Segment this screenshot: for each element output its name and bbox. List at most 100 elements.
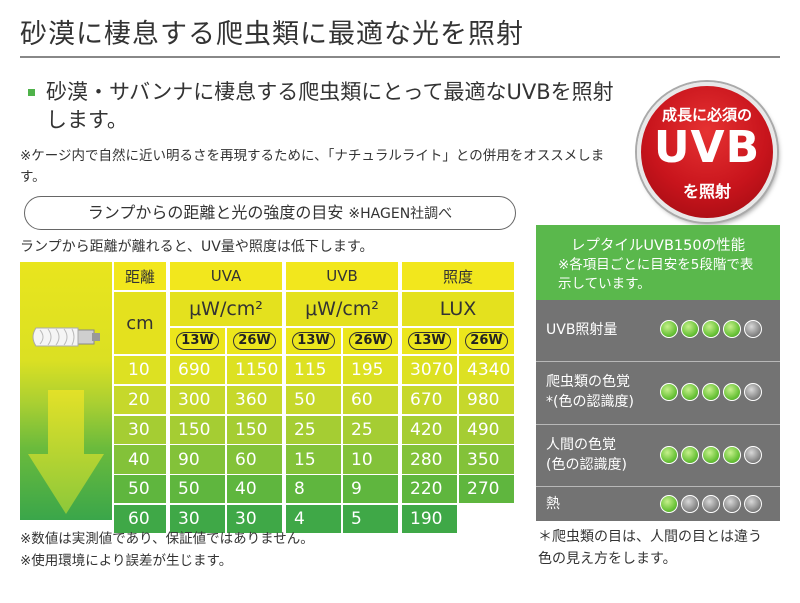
table-cell: 5	[343, 505, 398, 534]
rating-dot-filled-icon	[702, 446, 720, 464]
panel-row-divider	[536, 486, 780, 487]
wattage-label: 13W	[408, 332, 451, 350]
rating-dot-empty-icon	[681, 495, 699, 513]
wattage-header: 26W	[227, 328, 282, 354]
section-heading-text: ランプからの距離と光の強度の目安	[87, 203, 344, 222]
performance-panel: レプタイルUVB150の性能 ※各項目ごとに目安を5段階で表示しています。 UV…	[536, 225, 780, 521]
panel-note-line1: ＊爬虫類の目は、人間の目とは違う	[538, 529, 762, 545]
footnote-2: ※使用環境により誤差が生じます。	[20, 553, 233, 569]
rating-dot-empty-icon	[744, 383, 762, 401]
wattage-label: 13W	[176, 332, 219, 350]
table-cell: 360	[227, 385, 282, 415]
rating-dot-empty-icon	[744, 495, 762, 513]
table-cell: 25	[286, 415, 341, 444]
table-cell: 190	[402, 505, 457, 534]
uvb-badge: 成長に必須の UVB を照射	[637, 82, 777, 222]
rating-dot-empty-icon	[744, 320, 762, 338]
wattage-header: 13W	[402, 328, 457, 354]
table-cell: 670	[402, 385, 457, 415]
rating-dot-filled-icon	[660, 383, 678, 401]
table-cell: 150	[170, 415, 225, 444]
table-cell: 3070	[402, 356, 457, 385]
panel-row-divider	[536, 424, 780, 425]
distance-header: 距離	[114, 262, 166, 290]
badge-line3: を照射	[682, 182, 731, 201]
performance-label: 人間の色覚 (色の認識度)	[546, 435, 627, 475]
distance-value: 10	[114, 356, 166, 385]
table-cell: 50	[170, 475, 225, 504]
table-cell: 115	[286, 356, 341, 385]
wattage-header: 13W	[170, 328, 225, 354]
section-heading-source: ※HAGEN社調べ	[348, 206, 453, 222]
distance-value: 60	[114, 505, 166, 534]
lead-paragraph: 砂漠・サバンナに棲息する爬虫類にとって最適なUVBを照射します。	[20, 78, 630, 134]
group-header: 照度	[402, 262, 514, 290]
group-unit: LUX	[402, 292, 514, 326]
rating-dot-filled-icon	[723, 446, 741, 464]
group-header: UVA	[170, 262, 282, 290]
table-cell: 1150	[227, 356, 282, 385]
rating-dot-filled-icon	[660, 446, 678, 464]
table-cell: 150	[227, 415, 282, 444]
usage-note: ※ケージ内で自然に近い明るさを再現するために、「ナチュラルライト」との併用をオス…	[20, 148, 605, 185]
rating-dot-filled-icon	[660, 320, 678, 338]
wattage-header: 13W	[286, 328, 341, 354]
performance-label: 爬虫類の色覚 *(色の認識度)	[546, 372, 634, 412]
performance-row: 熱	[536, 487, 780, 521]
rating-dot-empty-icon	[744, 446, 762, 464]
performance-label-line2: *(色の認識度)	[546, 394, 634, 410]
page-title: 砂漠に棲息する爬虫類に最適な光を照射	[20, 19, 524, 50]
panel-title: レプタイルUVB150の性能	[570, 238, 746, 254]
table-cell: 350	[459, 445, 514, 474]
distance-value: 20	[114, 385, 166, 415]
rating-dots	[660, 495, 762, 513]
table-cell: 15	[286, 445, 341, 474]
distance-unit: cm	[114, 292, 166, 354]
rating-dots	[660, 320, 762, 338]
performance-row: UVB照射量	[536, 300, 780, 362]
intensity-table: 距離 cm 10 20 30 40 50 60 UVA μW/cm² 13W 690 300 150 90 5…	[20, 262, 516, 534]
performance-row: 人間の色覚 (色の認識度)	[536, 425, 780, 487]
table-cell: 30	[170, 505, 225, 534]
table-cell: 25	[343, 415, 398, 444]
performance-label-line2: (色の認識度)	[546, 457, 627, 473]
performance-label-line1: 熱	[546, 496, 560, 512]
table-cell: 10	[343, 445, 398, 474]
table-cell: 30	[227, 505, 282, 534]
lamp-column	[20, 262, 112, 520]
lamp-bulb-icon	[32, 327, 100, 347]
rating-dot-filled-icon	[723, 320, 741, 338]
wattage-header: 26W	[343, 328, 398, 354]
performance-label-line1: 人間の色覚	[546, 437, 616, 453]
table-cell: 270	[459, 475, 514, 504]
rating-dot-filled-icon	[681, 446, 699, 464]
panel-note-line2: 色の見え方をします。	[538, 551, 677, 567]
rating-dot-filled-icon	[660, 495, 678, 513]
down-arrow-icon	[28, 390, 104, 514]
wattage-label: 13W	[292, 332, 335, 350]
table-cell: 9	[343, 475, 398, 504]
table-cell: 4340	[459, 356, 514, 385]
panel-subtitle: ※各項目ごとに目安を5段階で表示しています。	[558, 257, 754, 292]
footnote-1: ※数値は実測値であり、保証値ではありません。	[20, 531, 314, 547]
table-cell: 220	[402, 475, 457, 504]
badge-line1: 成長に必須の	[661, 106, 752, 124]
distance-value: 30	[114, 415, 166, 444]
rating-dot-filled-icon	[702, 383, 720, 401]
table-cell: 690	[170, 356, 225, 385]
rating-dot-filled-icon	[681, 320, 699, 338]
table-cell: 8	[286, 475, 341, 504]
rating-dots	[660, 383, 762, 401]
table-cell: 90	[170, 445, 225, 474]
rating-dot-filled-icon	[723, 383, 741, 401]
wattage-header: 26W	[459, 328, 514, 354]
performance-label: 熱	[546, 494, 560, 514]
performance-row: 爬虫類の色覚 *(色の認識度)	[536, 362, 780, 425]
rating-dot-filled-icon	[702, 320, 720, 338]
table-cell: 4	[286, 505, 341, 534]
wattage-label: 26W	[349, 332, 392, 350]
table-cell: 280	[402, 445, 457, 474]
rating-dots	[660, 446, 762, 464]
group-unit: μW/cm²	[286, 292, 398, 326]
section-heading: ランプからの距離と光の強度の目安 ※HAGEN社調べ	[24, 196, 516, 230]
